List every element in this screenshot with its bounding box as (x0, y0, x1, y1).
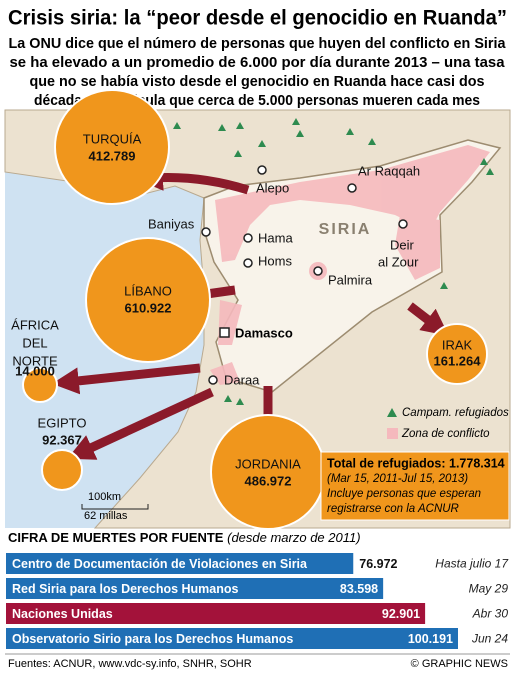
map: Alepo Ar Raqqah Baniyas Hama Homs Palmir… (4, 89, 511, 530)
refugee-count: 412.789 (89, 148, 136, 163)
refugee-country: IRAK (442, 337, 473, 352)
sources: Fuentes: ACNUR, www.vdc-sy.info, SNHR, S… (8, 658, 252, 670)
city: al Zour (378, 254, 419, 269)
city: Ar Raqqah (358, 163, 420, 178)
total-note: (Mar 15, 2011-Jul 15, 2013) (327, 473, 468, 485)
value-label: 83.598 (340, 582, 378, 596)
total-title: Total de refugiados: 1.778.314 (327, 456, 505, 470)
bar-date: Abr 30 (472, 607, 509, 621)
bar-name: Naciones Unidas (12, 607, 113, 621)
refugee-circles (22, 89, 488, 530)
title: Crisis siria: la “peor desde el genocidi… (8, 7, 507, 30)
city-dots (201, 165, 408, 385)
refugee-country: DEL (22, 335, 47, 350)
refugee-country: EGIPTO (38, 415, 87, 430)
bar (6, 578, 384, 599)
country-label: SIRIA (319, 221, 372, 238)
chart-subtitle: (desde marzo de 2011) (227, 530, 360, 545)
city: Palmira (328, 272, 373, 287)
city: Daraa (224, 372, 260, 387)
city: Baniyas (148, 216, 195, 231)
legend-label: Campam. refugiados (402, 407, 509, 419)
city: Homs (258, 253, 292, 268)
total-box: Total de refugiados: 1.778.314 (Mar 15, … (320, 451, 510, 521)
capital: Damasco (235, 325, 293, 340)
total-line: Incluye personas que esperan (327, 488, 481, 500)
credit: © GRAPHIC NEWS (411, 658, 508, 670)
legend: Campam. refugiados Zona de conflicto (387, 407, 509, 440)
city: Alepo (256, 180, 289, 195)
bar-name: Centro de Documentación de Violaciones e… (12, 557, 308, 571)
bar (6, 603, 426, 624)
subtitle: se ha elevado a un promedio de 6.000 por… (10, 54, 506, 71)
refugee-country: LÍBANO (124, 283, 172, 298)
scale-label: 100km (88, 491, 121, 503)
subtitle: que no se había visto desde el genocidio… (30, 73, 485, 90)
refugee-country: JORDANIA (235, 456, 301, 471)
bar-chart: Centro de Documentación de Violaciones e… (6, 553, 509, 649)
bar (6, 553, 354, 574)
refugee-count: 14.000 (15, 363, 55, 378)
refugee-country: NORTE (12, 353, 58, 368)
legend-label: Zona de conflicto (401, 428, 490, 440)
chart-title: CIFRA DE MUERTES POR FUENTE (8, 530, 224, 545)
scale-label: 62 millas (84, 510, 128, 522)
scale: 100km 62 millas (81, 491, 149, 522)
total-line: registrarse con la ACNUR (327, 503, 459, 515)
bar-date: May 29 (469, 582, 509, 596)
bar-name: Observatorio Sirio para los Derechos Hum… (12, 632, 293, 646)
chart-title: CIFRA DE MUERTES POR FUENTE (desde marzo… (8, 530, 361, 545)
value-label: 92.901 (382, 607, 420, 621)
value-label: 76.972 (359, 557, 397, 571)
refugee-count: 610.922 (125, 300, 172, 315)
refugee-count: 486.972 (245, 473, 292, 488)
refugee-count: 161.264 (434, 353, 482, 368)
bar-date: Jun 24 (471, 632, 508, 646)
bar-name: Red Siria para los Derechos Humanos (12, 582, 239, 596)
refugee-country: TURQUÍA (83, 131, 142, 146)
bar-date: Hasta julio 17 (435, 557, 509, 571)
subtitle: La ONU dice que el número de personas qu… (9, 35, 507, 52)
refugee-country: ÁFRICA (11, 317, 59, 332)
bar (6, 628, 458, 649)
refugee-count: 92.367 (42, 432, 82, 447)
city: Deir (390, 237, 415, 252)
value-label: 100.191 (408, 632, 453, 646)
city: Hama (258, 230, 293, 245)
